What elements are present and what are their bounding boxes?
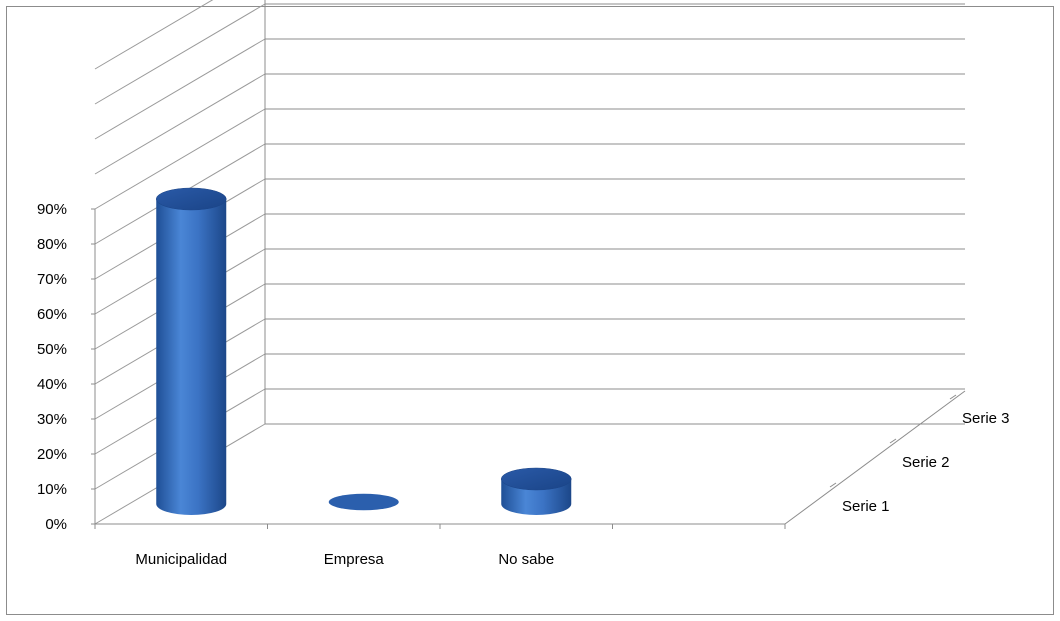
z-tick-mark <box>949 394 957 400</box>
bar-cylinder-flat <box>328 493 399 511</box>
gridline-side <box>94 73 266 175</box>
y-tick-label: 60% <box>37 306 67 323</box>
bar-cylinder-top <box>156 187 227 211</box>
floor-right-edge <box>784 390 966 525</box>
x-tick-label: Municipalidad <box>135 551 227 568</box>
y-tick-label: 80% <box>37 236 67 253</box>
x-tick-label: Empresa <box>324 551 385 568</box>
z-tick-label: Serie 3 <box>962 410 1010 427</box>
y-tick-label: 20% <box>37 446 67 463</box>
bar-cylinder-body <box>156 199 227 515</box>
z-tick-mark <box>829 482 837 488</box>
z-tick-label: Serie 1 <box>842 498 890 515</box>
gridline-side <box>94 108 266 210</box>
y-tick-label: 40% <box>37 376 67 393</box>
z-tick-mark <box>889 438 897 444</box>
z-tick-label: Serie 2 <box>902 454 950 471</box>
bar-cylinder-top <box>501 467 572 491</box>
gridline-side <box>94 38 266 140</box>
x-tick-label: No sabe <box>498 551 554 568</box>
y-tick-label: 30% <box>37 411 67 428</box>
y-tick-label: 90% <box>37 201 67 218</box>
y-tick-label: 10% <box>37 481 67 498</box>
y-tick-label: 0% <box>45 516 67 533</box>
axes <box>91 208 966 529</box>
gridline-side <box>94 0 214 70</box>
bars <box>156 187 572 515</box>
y-tick-label: 70% <box>37 271 67 288</box>
labels: 0% 10% 20% 30% 40% 50% 60% 70% 80% 90% Municipalid… <box>37 201 1010 568</box>
gridline-side <box>94 3 266 105</box>
y-tick-label: 50% <box>37 341 67 358</box>
